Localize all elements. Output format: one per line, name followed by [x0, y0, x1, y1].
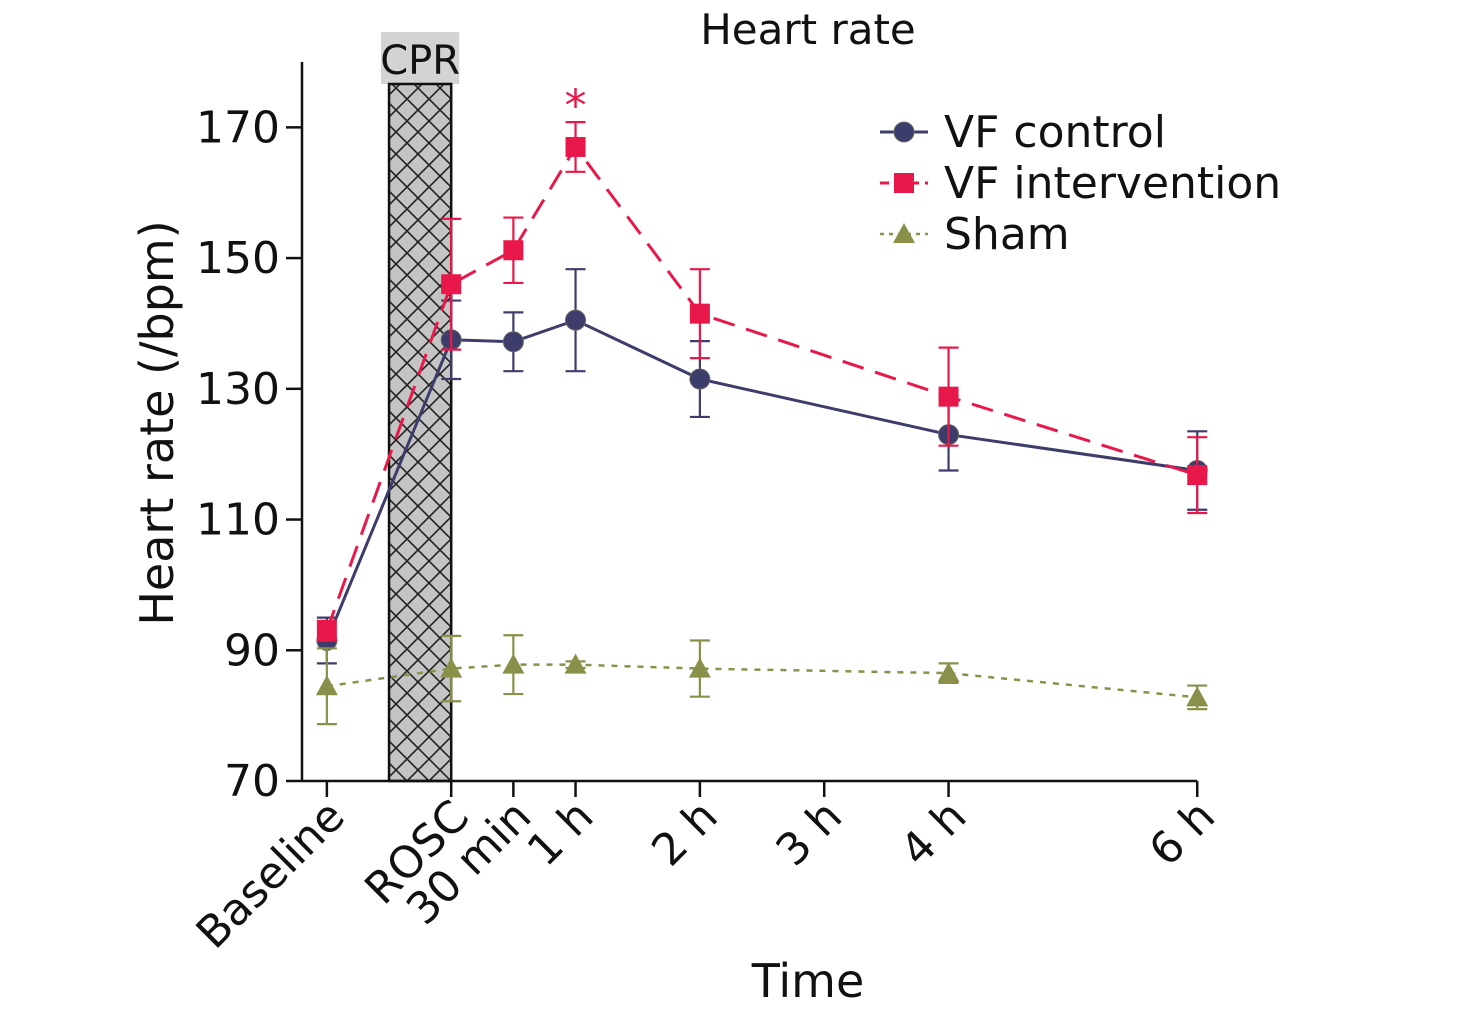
legend-marker: [893, 223, 915, 243]
series-group: [315, 121, 1209, 726]
x-tick-label: 3 h: [767, 791, 852, 876]
x-tick-label: 1 h: [518, 791, 603, 876]
legend-marker: [893, 121, 915, 143]
legend-item: VF intervention: [880, 158, 1281, 209]
series-line: [325, 318, 1198, 642]
series-vf-intervention: [316, 121, 1208, 642]
legend-label: Sham: [944, 209, 1070, 260]
y-axis-title: Heart rate (/bpm): [130, 220, 184, 625]
data-point: [502, 331, 524, 353]
data-point: [441, 274, 462, 295]
x-tick-label: 4 h: [891, 791, 976, 876]
data-point: [564, 653, 587, 674]
y-tick-label: 70: [224, 756, 280, 807]
legend-label: VF intervention: [944, 158, 1281, 209]
data-point: [502, 653, 525, 674]
data-point: [688, 657, 711, 678]
cpr-label-background: [381, 32, 460, 84]
y-axis-ticks: 70 90 110 130 150 170: [196, 102, 302, 807]
cpr-label: CPR: [380, 38, 460, 84]
x-tick-label: Baseline: [187, 791, 355, 959]
legend-item: Sham: [880, 209, 1070, 260]
significance-marker: *: [565, 80, 587, 131]
y-tick-label: 130: [196, 364, 280, 415]
series-sham: [315, 634, 1209, 726]
y-tick-label: 150: [196, 233, 280, 284]
data-point: [938, 386, 959, 407]
data-point: [440, 657, 463, 678]
data-point: [1186, 686, 1209, 707]
data-point: [1187, 465, 1208, 486]
data-point: [316, 620, 337, 641]
data-point: [315, 675, 338, 696]
legend-marker: [894, 173, 914, 193]
data-point: [937, 662, 960, 683]
data-point: [689, 368, 711, 390]
y-tick-label: 110: [196, 495, 280, 546]
x-axis-title: Time: [751, 954, 865, 1008]
x-tick-label: 2 h: [642, 791, 727, 876]
legend-label: VF control: [944, 107, 1166, 158]
data-point: [565, 309, 587, 331]
data-point: [689, 303, 710, 324]
legend-item: VF control: [880, 107, 1166, 158]
chart-title: Heart rate: [700, 5, 916, 54]
data-point: [503, 240, 524, 261]
y-tick-label: 170: [196, 102, 280, 153]
y-tick-label: 90: [224, 625, 280, 676]
x-tick-label: 6 h: [1140, 791, 1225, 876]
annotations-group: *: [565, 80, 587, 131]
data-point: [565, 136, 586, 157]
